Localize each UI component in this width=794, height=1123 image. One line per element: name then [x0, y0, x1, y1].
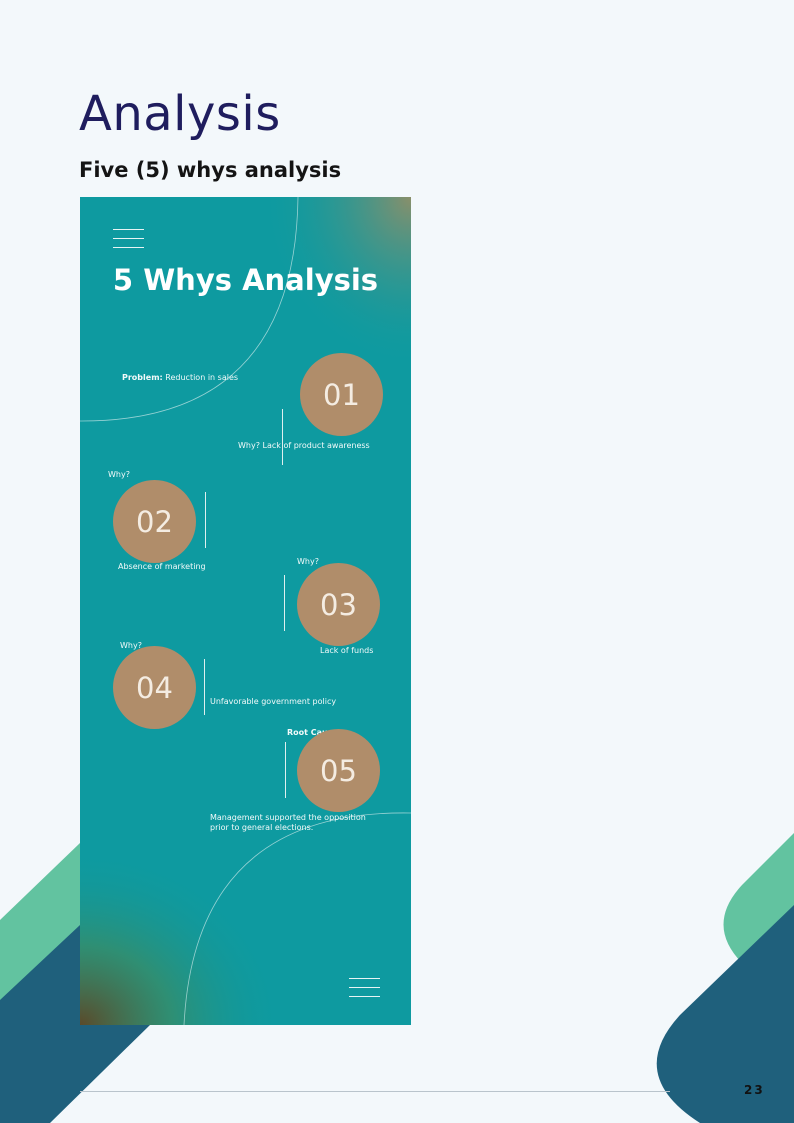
step-05-answer-line1: Management supported the opposition [210, 813, 366, 822]
step-04-answer: Unfavorable government policy [210, 697, 337, 706]
step-05-answer-line2: prior to general elections. [210, 823, 314, 832]
step-04-question: Why? [120, 641, 142, 650]
menu-icon[interactable] [349, 978, 380, 998]
five-whys-infographic: 5 Whys Analysis Problem: Reduction in sa… [80, 197, 411, 1025]
step-02-answer: Absence of marketing [118, 562, 206, 571]
step-02-divider [205, 492, 206, 548]
step-04-divider [204, 659, 205, 715]
menu-icon[interactable] [113, 229, 144, 249]
infographic-title: 5 Whys Analysis [112, 263, 379, 297]
left-navy-stripe [0, 925, 150, 1123]
root-cause-text: Root Cause [287, 728, 338, 737]
step-05-divider [285, 742, 286, 798]
page-number: 23 [744, 1083, 765, 1097]
problem-text: Reduction in sales [165, 373, 239, 382]
footer-divider [80, 1091, 670, 1092]
top-arc [80, 197, 299, 422]
step-01-circle: 01 [300, 353, 383, 436]
bottom-arc [183, 812, 411, 1025]
step-02-question: Why? [108, 470, 130, 479]
step-03-circle: 03 [297, 563, 380, 646]
step-04-circle: 04 [113, 646, 196, 729]
problem-statement: Problem: Reduction in sales [122, 373, 238, 382]
step-03-question: Why? [297, 557, 319, 566]
step-02-circle: 02 [113, 480, 196, 563]
step-05-circle: 05 [297, 729, 380, 812]
step-01-divider [282, 409, 283, 465]
page-title: Analysis [79, 86, 281, 142]
step-03-answer: Lack of funds [320, 646, 374, 655]
infographic-background [80, 197, 411, 1025]
page-subtitle: Five (5) whys analysis [79, 158, 342, 182]
right-navy-stripe [656, 905, 794, 1123]
root-cause-label: Root Cause [287, 728, 338, 737]
step-03-divider [284, 575, 285, 631]
problem-label: Problem: [122, 373, 163, 382]
step-01-answer: Why? Lack of product awareness [238, 441, 370, 450]
